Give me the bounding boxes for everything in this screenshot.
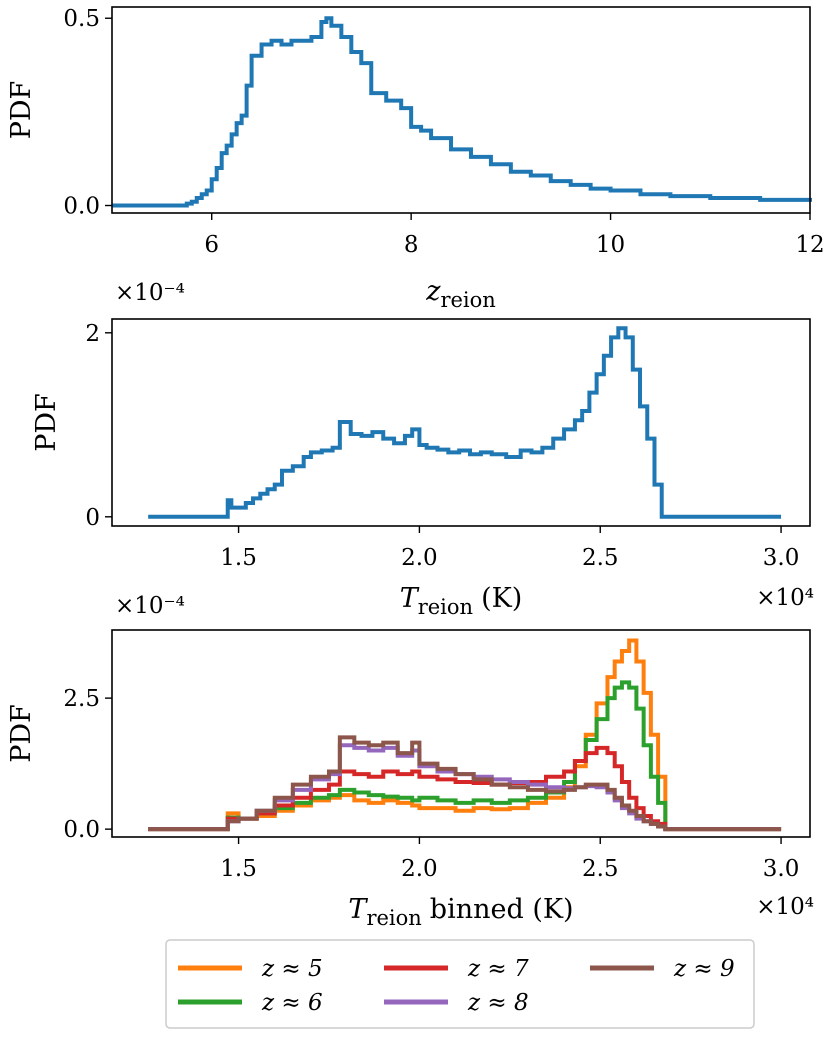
legend-label-4: z ≈ 9 (673, 956, 735, 982)
x-tick-label-treion-1: 2.0 (401, 545, 438, 571)
panel-treion: 1.5 2.0 2.5 3.0 0 2 PDF Treion (K) ×10⁻⁴ ×10⁴ (31, 280, 814, 619)
x-tick-label-treion-binned-1: 2.0 (401, 856, 438, 882)
series-line-treion-binned-0 (148, 638, 782, 832)
x-tick-label-zreion-0: 6 (204, 232, 219, 258)
y-axis-label-treion: PDF (31, 393, 62, 452)
legend-label-2: z ≈ 7 (467, 956, 529, 982)
series-line-zreion-0 (112, 16, 812, 208)
x-tick-label-zreion-2: 10 (596, 232, 625, 258)
y-tick-label-treion-binned-1: 2.5 (63, 686, 100, 712)
y-axis-label-zreion: PDF (6, 81, 37, 140)
x-axis-label-treion-binned: Treion binned (K) (348, 894, 573, 930)
axes-frame-zreion (111, 6, 811, 214)
legend-label-1: z ≈ 6 (261, 990, 323, 1016)
y-tick-label-zreion-1: 0.5 (63, 6, 100, 32)
legend-label-3: z ≈ 8 (467, 990, 529, 1016)
x-axis-label-zreion: zreion (425, 276, 496, 312)
panel-zreion: 6 8 10 12 0.0 0.5 PDF zreion (6, 6, 825, 312)
x-tick-label-treion-binned-3: 3.0 (763, 856, 800, 882)
y-multiplier-treion-binned: ×10⁻⁴ (115, 593, 185, 619)
y-tick-label-treion-0: 0 (85, 505, 100, 531)
x-tick-label-zreion-3: 12 (795, 232, 824, 258)
series-line-treion-binned-1 (148, 680, 782, 832)
series-line-treion-0 (148, 326, 782, 519)
legend: z ≈ 5 z ≈ 6 z ≈ 7 z ≈ 8 z ≈ 9 (165, 939, 755, 1029)
y-multiplier-treion: ×10⁻⁴ (115, 280, 185, 306)
x-tick-label-treion-binned-2: 2.5 (582, 856, 619, 882)
legend-box (165, 939, 755, 1029)
panel-treion-binned: 1.5 2.0 2.5 3.0 0.0 2.5 PDF Treion binned (K) ×10… (6, 593, 814, 930)
axes-frame-treion (111, 318, 811, 527)
x-tick-label-treion-0: 1.5 (220, 545, 257, 571)
series-line-treion-binned-3 (148, 743, 782, 832)
x-multiplier-treion-binned: ×10⁴ (756, 894, 814, 920)
axes-frame-treion-binned (111, 629, 811, 838)
y-tick-label-treion-binned-0: 0.0 (63, 817, 100, 843)
x-tick-label-treion-3: 3.0 (763, 545, 800, 571)
y-tick-label-treion-1: 2 (85, 321, 100, 347)
y-axis-label-treion-binned: PDF (6, 704, 37, 763)
x-tick-label-treion-2: 2.5 (582, 545, 619, 571)
legend-label-0: z ≈ 5 (261, 956, 323, 982)
series-line-treion-binned-4 (148, 735, 782, 832)
x-tick-label-treion-binned-0: 1.5 (220, 856, 257, 882)
x-tick-label-zreion-1: 8 (404, 232, 419, 258)
x-axis-label-treion: Treion (K) (400, 583, 523, 619)
y-tick-label-zreion-0: 0.0 (63, 194, 100, 220)
x-multiplier-treion: ×10⁴ (756, 585, 814, 611)
